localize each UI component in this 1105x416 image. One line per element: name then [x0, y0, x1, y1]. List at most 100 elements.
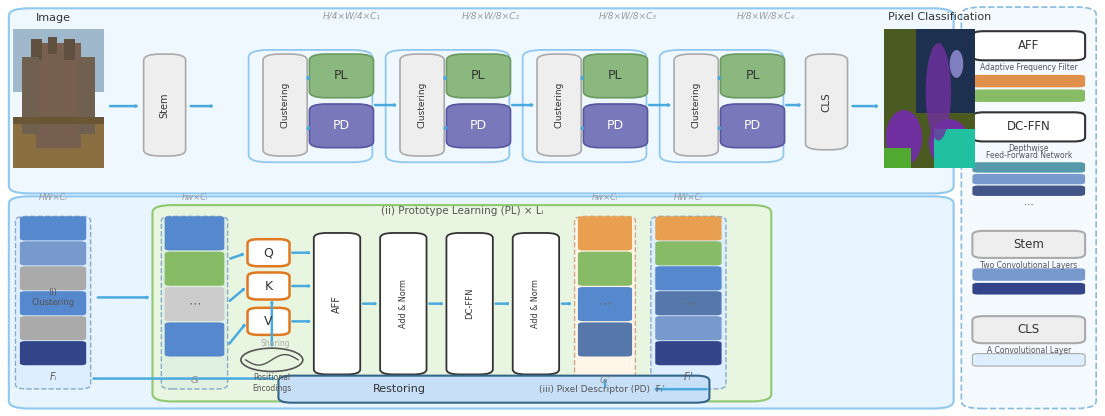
FancyBboxPatch shape — [578, 252, 632, 286]
Text: ⋯: ⋯ — [46, 297, 60, 310]
Text: Feed-Forward Network: Feed-Forward Network — [986, 151, 1072, 160]
Text: Stem: Stem — [1013, 238, 1044, 251]
FancyBboxPatch shape — [972, 31, 1085, 60]
Text: hw×Cᵢ: hw×Cᵢ — [592, 193, 618, 202]
Text: AFF: AFF — [1018, 39, 1040, 52]
Text: A Convolutional Layer: A Convolutional Layer — [987, 346, 1071, 355]
Text: Clustering: Clustering — [555, 82, 564, 128]
Text: Image: Image — [35, 13, 71, 23]
FancyBboxPatch shape — [972, 89, 1085, 102]
FancyBboxPatch shape — [961, 7, 1096, 409]
FancyBboxPatch shape — [309, 54, 373, 98]
FancyBboxPatch shape — [400, 54, 444, 156]
FancyBboxPatch shape — [972, 354, 1085, 366]
Text: ⋯: ⋯ — [188, 297, 201, 310]
FancyBboxPatch shape — [583, 54, 648, 98]
FancyBboxPatch shape — [152, 205, 771, 401]
FancyBboxPatch shape — [20, 316, 86, 340]
Text: Clustering: Clustering — [692, 82, 701, 128]
Text: PD: PD — [333, 119, 350, 132]
Text: ⋯: ⋯ — [1024, 200, 1033, 210]
FancyBboxPatch shape — [20, 241, 86, 265]
Text: Fᵢ': Fᵢ' — [683, 372, 694, 382]
Text: PL: PL — [334, 69, 349, 82]
Text: Add & Norm: Add & Norm — [532, 279, 540, 328]
FancyBboxPatch shape — [578, 322, 632, 357]
Text: PD: PD — [470, 119, 487, 132]
FancyBboxPatch shape — [263, 54, 307, 156]
FancyBboxPatch shape — [15, 216, 91, 389]
Text: Fᵢ: Fᵢ — [50, 372, 56, 382]
FancyBboxPatch shape — [651, 216, 726, 389]
FancyBboxPatch shape — [278, 376, 709, 403]
FancyBboxPatch shape — [655, 266, 722, 290]
Text: Add & Norm: Add & Norm — [399, 279, 408, 328]
FancyBboxPatch shape — [9, 8, 954, 193]
FancyBboxPatch shape — [972, 316, 1085, 343]
Text: AFF: AFF — [332, 295, 343, 312]
Text: H/8×W/8×C₄: H/8×W/8×C₄ — [737, 11, 794, 20]
FancyBboxPatch shape — [583, 104, 648, 148]
FancyBboxPatch shape — [248, 272, 290, 300]
FancyBboxPatch shape — [972, 283, 1085, 295]
FancyBboxPatch shape — [972, 186, 1085, 196]
FancyBboxPatch shape — [674, 54, 718, 156]
FancyBboxPatch shape — [972, 162, 1085, 173]
Text: H/8×W/8×C₂: H/8×W/8×C₂ — [462, 11, 519, 20]
FancyBboxPatch shape — [972, 268, 1085, 281]
FancyBboxPatch shape — [446, 233, 493, 374]
FancyBboxPatch shape — [972, 231, 1085, 258]
FancyBboxPatch shape — [165, 216, 224, 250]
FancyBboxPatch shape — [248, 308, 290, 335]
FancyBboxPatch shape — [972, 75, 1085, 87]
Text: Adaptive Frequency Filter: Adaptive Frequency Filter — [980, 63, 1077, 72]
Text: Pixel Classification: Pixel Classification — [887, 12, 991, 22]
Text: ⋯: ⋯ — [599, 297, 611, 310]
Text: K: K — [264, 280, 273, 292]
Text: Q: Q — [264, 246, 273, 259]
Text: PL: PL — [471, 69, 486, 82]
FancyBboxPatch shape — [720, 104, 785, 148]
FancyBboxPatch shape — [655, 216, 722, 240]
Text: PL: PL — [608, 69, 623, 82]
Text: CLS: CLS — [821, 92, 832, 112]
Text: PL: PL — [745, 69, 760, 82]
FancyBboxPatch shape — [972, 112, 1085, 141]
FancyBboxPatch shape — [537, 54, 581, 156]
FancyBboxPatch shape — [20, 291, 86, 315]
FancyBboxPatch shape — [165, 252, 224, 286]
Text: V: V — [264, 315, 273, 328]
Text: H/8×W/8×C₃: H/8×W/8×C₃ — [599, 11, 656, 20]
Text: PD: PD — [744, 119, 761, 132]
FancyBboxPatch shape — [20, 216, 86, 240]
Text: Clustering: Clustering — [418, 82, 427, 128]
Text: PD: PD — [607, 119, 624, 132]
Text: H/4×W/4×C₁: H/4×W/4×C₁ — [323, 11, 380, 20]
Text: Gᵢ: Gᵢ — [190, 376, 199, 385]
FancyBboxPatch shape — [165, 287, 224, 321]
Text: Sharing: Sharing — [261, 339, 290, 348]
Text: Depthwise: Depthwise — [1009, 144, 1049, 154]
Text: Restoring: Restoring — [372, 384, 425, 394]
FancyBboxPatch shape — [446, 54, 511, 98]
FancyBboxPatch shape — [161, 216, 228, 389]
FancyBboxPatch shape — [144, 54, 186, 156]
FancyBboxPatch shape — [513, 233, 559, 374]
FancyBboxPatch shape — [9, 196, 954, 409]
Text: DC-FFN: DC-FFN — [1007, 120, 1051, 134]
Text: Positional
Encodings: Positional Encodings — [252, 374, 292, 393]
Text: (iii) Pixel Descriptor (PD)  Fᵢ': (iii) Pixel Descriptor (PD) Fᵢ' — [538, 385, 665, 394]
FancyBboxPatch shape — [655, 316, 722, 340]
Text: (ii) Prototype Learning (PL) × Lᵢ: (ii) Prototype Learning (PL) × Lᵢ — [380, 206, 544, 216]
FancyBboxPatch shape — [655, 291, 722, 315]
FancyBboxPatch shape — [655, 241, 722, 265]
FancyBboxPatch shape — [578, 216, 632, 250]
Text: Gᵢ': Gᵢ' — [599, 376, 611, 385]
Text: (i)
Clustering: (i) Clustering — [31, 288, 75, 307]
FancyBboxPatch shape — [20, 266, 86, 290]
FancyBboxPatch shape — [578, 287, 632, 321]
Text: HW×Cᵢ: HW×Cᵢ — [674, 193, 703, 202]
FancyBboxPatch shape — [380, 233, 427, 374]
FancyBboxPatch shape — [20, 341, 86, 365]
Text: Stem: Stem — [159, 92, 170, 118]
